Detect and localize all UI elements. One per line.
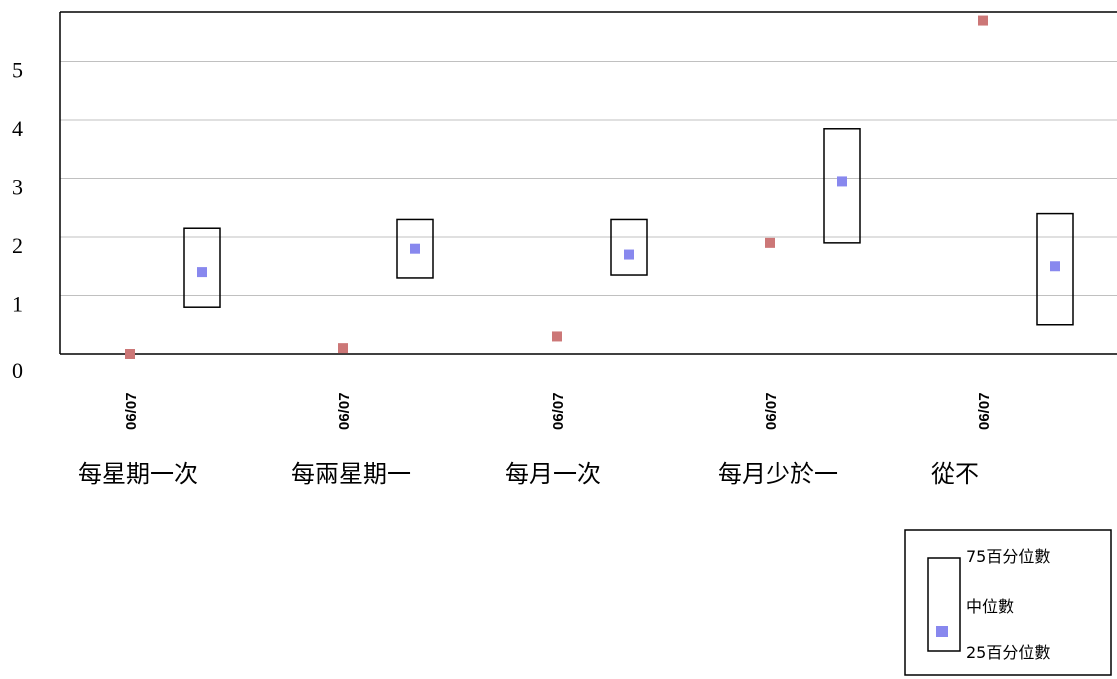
category-label: 從不 (931, 460, 979, 488)
y-tick-label: 5 (12, 58, 23, 83)
plot-area (60, 12, 1117, 354)
x-tick-label: 06/07 (336, 392, 353, 430)
gridlines (60, 61, 1117, 296)
data-point (125, 349, 135, 359)
y-tick-label: 4 (12, 116, 23, 141)
median-point (1050, 261, 1060, 272)
legend: 75百分位數 中位數 25百分位數 (904, 529, 1112, 676)
median-point (837, 176, 847, 187)
x-tick-label: 06/07 (123, 392, 140, 430)
y-tick-label: 2 (12, 233, 23, 258)
x-tick-label: 06/07 (976, 392, 993, 430)
x-tick-labels: 06/07 06/07 06/07 06/07 06/07 (123, 392, 993, 430)
y-tick-label: 1 (12, 292, 23, 317)
data-point (765, 237, 775, 248)
x-tick-label: 06/07 (763, 392, 780, 430)
y-tick-labels: 0 1 2 3 4 5 (12, 58, 23, 384)
x-tick-label: 06/07 (550, 392, 567, 430)
legend-median-marker (936, 626, 948, 637)
median-point (624, 249, 634, 260)
percentile-box (823, 128, 861, 244)
percentile-box (396, 218, 434, 279)
legend-p25-label: 25百分位數 (966, 643, 1050, 662)
legend-box-icon (927, 557, 961, 652)
median-point (410, 243, 420, 254)
category-label: 每兩星期一 (291, 460, 411, 488)
category-labels: 每星期一次 每兩星期一 每月一次 每月少於一 從不 (78, 460, 979, 488)
data-point (978, 15, 988, 26)
data-point (338, 343, 348, 354)
category-label: 每星期一次 (78, 460, 198, 488)
percentile-boxes (183, 128, 1074, 326)
y-tick-label: 3 (12, 175, 23, 200)
percentile-box (183, 227, 221, 308)
category-label: 每月少於一 (718, 460, 838, 488)
y-tick-label: 0 (12, 358, 23, 383)
median-point (197, 267, 207, 278)
legend-median-label: 中位數 (966, 597, 1014, 616)
legend-p75-label: 75百分位數 (966, 547, 1050, 566)
data-point (552, 331, 562, 342)
category-label: 每月一次 (505, 460, 601, 488)
percentile-box (610, 218, 648, 276)
data-points (125, 15, 1060, 359)
percentile-box (1036, 212, 1074, 326)
